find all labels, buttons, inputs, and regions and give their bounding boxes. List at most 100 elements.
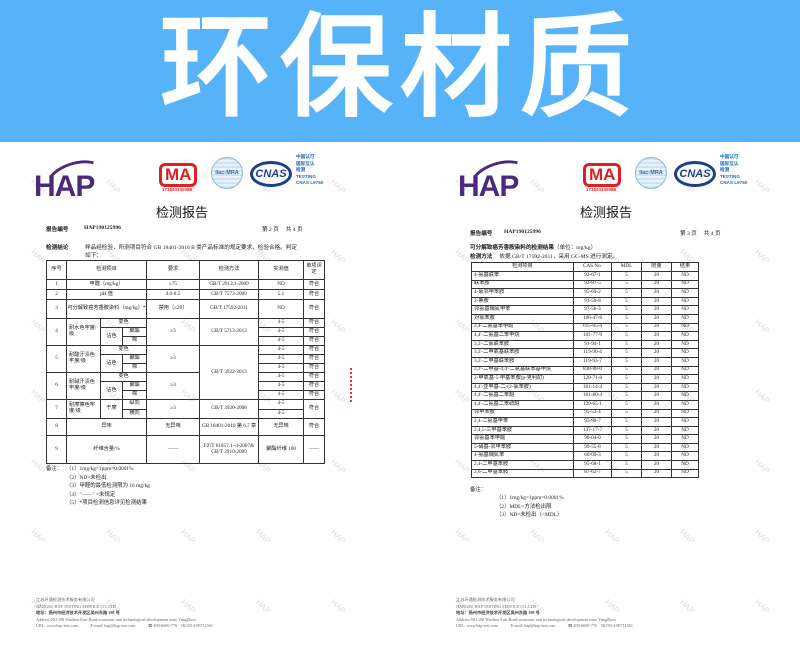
cell: 5 [611,391,642,401]
cnas-text: 中国认可 国际互认 检测 TESTING CNAS L6760 [720,154,747,187]
cell: 聚酯 [121,354,148,364]
table-header: 检测项目 CAS No. MDL 限量 结果 [471,262,699,272]
cell: 90-04-0 [573,434,612,444]
cell: 邻氨基苯甲醚 [471,434,574,444]
cell: 3,3'-二甲氧基联苯胺 [471,348,574,358]
cell: 5.1 [258,289,305,300]
page-footer: 江苏环通检测技术服务有限公司 JIANGSU HAP TESTING SERVI… [36,597,213,630]
cell: 横向 [121,408,148,419]
cell: 3 [46,299,67,319]
cell: 符合 [303,354,326,364]
cell: 6 [46,372,67,400]
cell: 4-5 [258,354,305,364]
method-text: 依据 GB/T 17592-2011，采用 GC-MS 进行测定。 [499,254,619,260]
header-cell: 实测值 [258,260,305,280]
cell: 20 [641,365,672,376]
cell: 4-氯邻甲苯胺 [471,288,574,298]
table-row: 2 pH 值 4.0-8.5 GB/T 7573-2009 5.1 符合 [46,289,326,300]
hap-watermark: HAP [29,247,48,266]
cell: —— [303,435,326,464]
cnas-line: TESTING [296,173,316,179]
cell: 耐酸汗渍色牢度/级 [66,345,101,373]
cell: 符合 [303,381,326,391]
footer-address-en: Address:NO.198 Wuzhou East Road,economic… [456,616,616,622]
cell: 5 [611,442,642,453]
table-row: 4 耐水色牢度/级 变色 ≥3 GB/T 5713-2013 4-5 符合 [46,318,326,346]
cell: 2-甲氧基-5-甲基苯胺(p-克利酊) [471,374,574,384]
table-header: 序号 检测项目 要求 检测方法 实测值 单项评定 [46,260,326,280]
method-line: 检测方法 依据 GB/T 17592-2011，采用 GC-MS 进行测定。 [470,252,618,260]
cell: 5 [611,279,642,290]
cell: 符合 [303,363,326,373]
cell: ND [671,305,699,315]
cell: 92-67-1 [573,271,612,281]
cell: 20 [641,348,672,358]
cell: ≥3 [146,318,201,346]
hap-watermark: HAP [678,597,697,616]
cell: GB/T 2912.1-2009 [199,279,260,290]
cnas-line: 中国认可 [296,154,315,159]
cell: 95-69-2 [573,288,612,298]
cell: 4,4'-亚甲基-二-(2-氯苯胺) [471,382,574,393]
cell: 5 [611,408,642,419]
hap-watermark: HAP [753,597,772,616]
cell: 聚酯 [121,327,148,337]
cell: ≥3 [146,372,201,400]
cell: 7 [46,399,67,419]
cell: 棉 [121,363,148,373]
cell: 符合 [303,318,326,328]
cell: 符合 [303,279,326,290]
conclusion-text-cont: 如下： [85,253,102,259]
cell: 4,4'-二氨基二苯醚 [471,391,574,401]
cell: 4.0-8.5 [146,289,201,300]
cell: 4,4'-二氨基二苯硫醚 [471,399,574,410]
hap-watermark: HAP [329,177,348,196]
hap-watermark: HAP [329,457,348,476]
cell: 20 [641,408,672,419]
cell: GB 18401-2010 第 6.7 章 [199,418,260,436]
cell: GB/T 5713-2013 [199,318,260,346]
cell: 91-59-8 [573,296,612,307]
cell: 检测项目 [471,262,574,272]
note: （4）"——" =未规定 [66,491,116,498]
footer-company-en: JIANGSU HAP TESTING SERVICE CO.,LTD [456,603,537,609]
cell: 5 [611,271,642,281]
cell: ≤75 [146,279,201,290]
cell: ND [671,322,699,333]
cell: 纵向 [121,399,148,410]
footer-email: E-mail: hap@hap-test.com [510,623,556,629]
cell: 2,6-二甲基苯胺 [471,468,574,479]
cell: 5 [611,382,642,393]
cell: CAS No. [573,262,612,272]
footer-fax: ℻ 0514-89711561 [601,623,633,629]
cell: 5 [611,374,642,384]
cma-logo-text: MA [165,165,192,184]
cell: 2,4-二氨基甲苯 [471,417,574,427]
cell: 5 [611,339,642,350]
report-number: HAP190125996 [84,225,121,231]
report-page-2: HAP HAP HAP HAP HAP HAP HAP HAP HAP HAP HAP HAP HAP H… [0,142,400,654]
cell: ND [671,365,699,376]
cell: 4,4'-二氨基二苯甲烷 [471,331,574,341]
cell: 119-93-7 [573,356,612,367]
footer-fax: ℻ 0514-89711561 [181,623,213,629]
cell: 615-05-4 [573,322,612,333]
cell: 符合 [303,345,326,355]
hap-watermark: HAP [179,527,198,546]
table-row: 3,3'-二甲氧基联苯胺 119-90-4 5 20 ND [471,348,699,358]
cell: 106-47-8 [573,313,612,324]
table-row: 3,3'-二氯联苯胺 91-94-1 5 20 ND [471,339,699,350]
amine-results-table: 检测项目 CAS No. MDL 限量 结果 4-氨基联苯 92-67-1 5 20 ND 联苯胺 9… [471,262,699,479]
hap-watermark: HAP [753,457,772,476]
cell: ND [671,442,699,453]
cma-number: 171020340088 [586,187,617,192]
hap-watermark: HAP [329,317,348,336]
note: （2）MDL=方法检出限 [496,503,552,510]
footer-url: URL: www.hap-test.com [36,623,78,629]
cell: 20 [641,331,672,341]
cell: 4-5 [258,318,305,328]
cell: ND [671,348,699,358]
cell: 2,4-二氨基苯甲醚 [471,322,574,333]
results-unit: （单位：mg/kg） [553,245,597,251]
cell: 838-88-0 [573,365,612,376]
